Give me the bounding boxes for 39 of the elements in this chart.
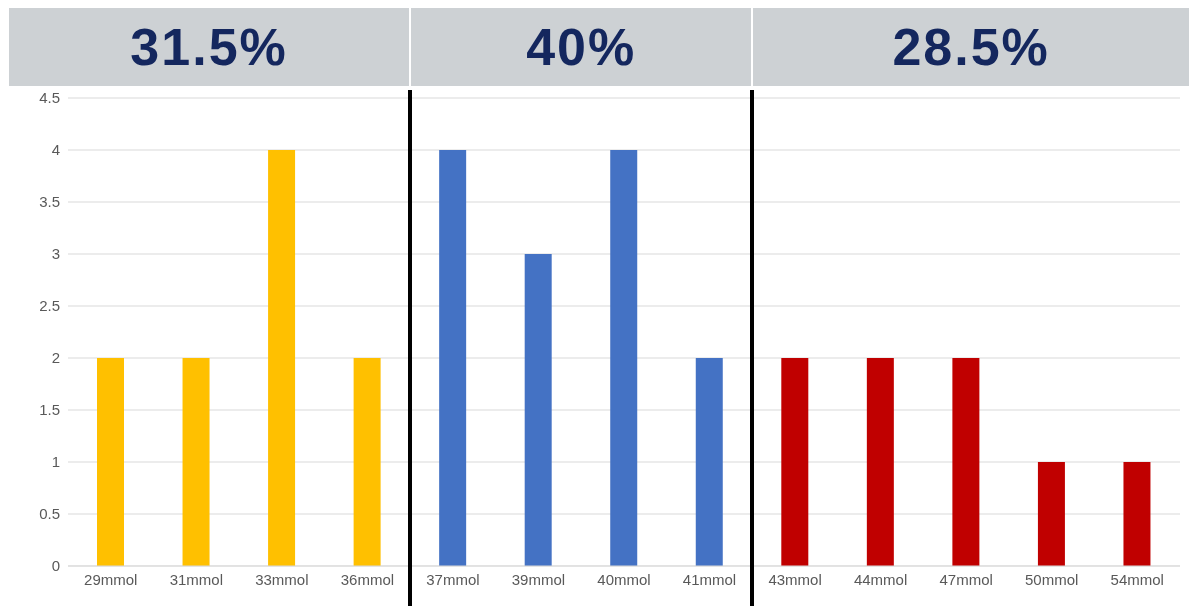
y-tick-label: 2.5 [39,297,60,315]
x-tick-label: 43mmol [768,570,822,588]
x-tick-label: 36mmol [340,570,395,588]
bar [610,150,638,566]
x-tick-label: 41mmol [682,570,737,588]
y-tick-label: 1.5 [39,401,60,419]
bar [97,358,124,566]
bar [781,358,809,566]
bar [182,358,210,566]
bar [1037,462,1065,566]
bar [353,358,381,566]
x-tick-label: 31mmol [169,570,223,588]
y-tick-label: 3 [51,245,60,263]
bar [952,358,980,566]
y-tick-label: 1 [51,453,60,471]
x-tick-label: 29mmol [84,570,138,588]
text: 40% [411,8,752,86]
bar [1123,462,1151,566]
bar [695,358,723,566]
bar [439,150,467,566]
y-tick-label: 4 [51,141,60,159]
bar [524,254,552,566]
x-tick-label: 37mmol [426,570,480,588]
bar [268,150,296,566]
x-tick-label: 54mmol [1110,570,1164,588]
x-tick-label: 33mmol [255,570,309,588]
x-tick-label: 40mmol [597,570,651,588]
y-tick-label: 0 [51,557,60,575]
text: 28.5% [753,8,1189,86]
x-tick-label: 39mmol [511,570,566,588]
x-tick-label: 44mmol [853,570,908,588]
y-tick-label: 2 [51,349,60,367]
y-tick-label: 4.5 [39,89,60,107]
bar [866,358,894,566]
y-tick-label: 0.5 [39,505,60,523]
x-tick-label: 47mmol [939,570,993,588]
x-tick-label: 50mmol [1025,570,1079,588]
text: 31.5% [9,8,410,86]
y-tick-label: 3.5 [39,193,60,211]
